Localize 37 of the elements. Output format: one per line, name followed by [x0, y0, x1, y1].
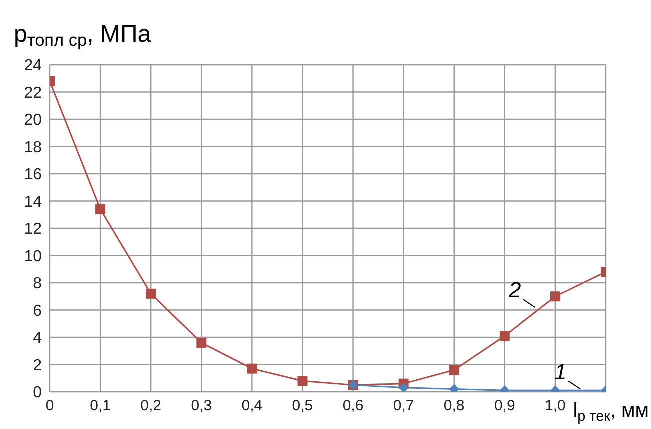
y-tick-label: 10 [24, 248, 42, 266]
annotation: 2 [508, 278, 522, 303]
y-tick-label: 4 [33, 330, 42, 348]
point [550, 292, 560, 302]
y-tick-label: 12 [24, 221, 42, 238]
point [298, 376, 308, 386]
point [398, 382, 409, 392]
annotation: 1 [554, 359, 567, 384]
y-axis-title: p$_{топл ср}$, МПа [14, 21, 152, 50]
y-tick-label: 2 [33, 357, 42, 374]
point [146, 288, 156, 299]
x-tick-label: 0 [46, 398, 54, 415]
x-tick-label: 0,8 [444, 398, 465, 415]
y-tick-label: 16 [24, 166, 42, 184]
x-tick-label: 0,2 [140, 398, 162, 415]
y-tick-label: 8 [33, 276, 42, 293]
y-tick-label: 20 [24, 112, 42, 130]
x-tick-label: 0,4 [242, 398, 263, 415]
y-tick-label: 0 [33, 384, 42, 402]
x-axis-title: l$_{р тек}$, мм [573, 400, 649, 424]
y-tick-label: 22 [24, 84, 42, 102]
point [247, 364, 258, 374]
y-tick-label: 24 [24, 58, 42, 75]
y-tick-label: 6 [33, 302, 42, 320]
x-tick-label: 0,7 [393, 398, 414, 415]
point [449, 365, 460, 376]
point [500, 331, 510, 342]
x-tick-label: 0,1 [90, 398, 111, 415]
y-tick-label: 14 [24, 194, 42, 211]
point [96, 204, 106, 214]
x-tick-label: 0,9 [494, 398, 516, 415]
x-tick-label: 0,6 [342, 398, 364, 415]
point [196, 338, 207, 348]
x-tick-label: 0,3 [191, 398, 212, 415]
y-tick-label: 18 [24, 139, 42, 156]
x-tick-label: 1,0 [545, 398, 566, 415]
x-tick-label: 0,5 [292, 398, 314, 415]
